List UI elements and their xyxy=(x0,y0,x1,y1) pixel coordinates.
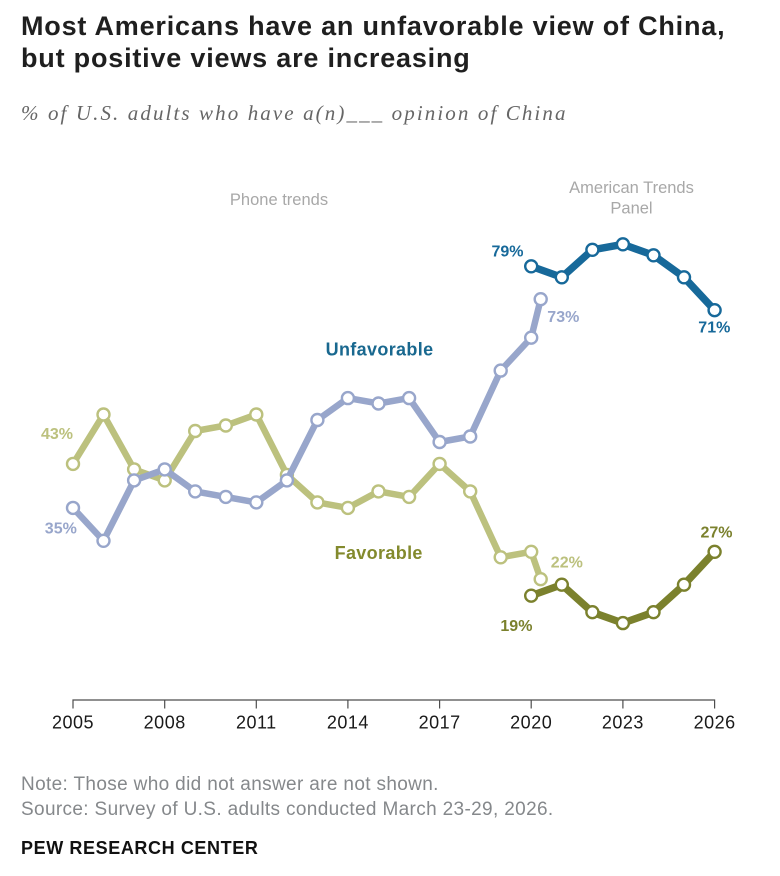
svg-text:Panel: Panel xyxy=(610,200,652,218)
svg-text:2026: 2026 xyxy=(694,713,736,733)
svg-text:2014: 2014 xyxy=(327,713,369,733)
svg-text:2008: 2008 xyxy=(144,713,186,733)
svg-text:19%: 19% xyxy=(500,618,532,635)
svg-text:71%: 71% xyxy=(698,319,730,336)
svg-text:2011: 2011 xyxy=(236,713,277,733)
svg-text:79%: 79% xyxy=(492,244,524,261)
svg-text:35%: 35% xyxy=(45,520,77,537)
svg-text:2017: 2017 xyxy=(419,713,461,733)
svg-text:22%: 22% xyxy=(551,554,583,571)
svg-text:Favorable: Favorable xyxy=(335,543,423,563)
svg-text:2020: 2020 xyxy=(510,713,552,733)
svg-text:Unfavorable: Unfavorable xyxy=(326,340,434,360)
svg-text:Phone trends: Phone trends xyxy=(230,191,328,209)
svg-text:2023: 2023 xyxy=(602,713,644,733)
svg-text:43%: 43% xyxy=(41,426,73,443)
svg-text:73%: 73% xyxy=(547,309,579,326)
svg-text:American Trends: American Trends xyxy=(569,179,694,197)
svg-text:27%: 27% xyxy=(701,525,733,542)
svg-text:2005: 2005 xyxy=(52,713,94,733)
